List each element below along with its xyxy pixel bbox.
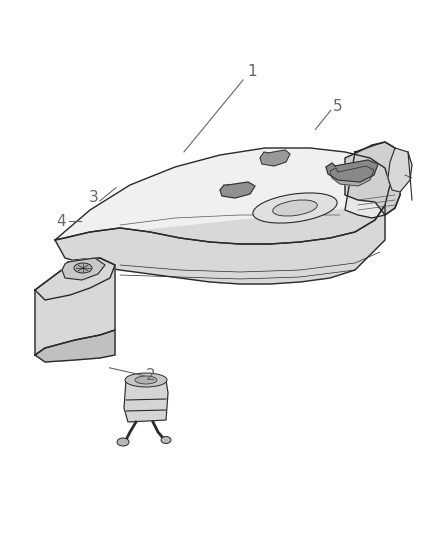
Polygon shape <box>124 380 168 422</box>
Polygon shape <box>220 182 255 198</box>
Polygon shape <box>345 142 402 218</box>
Polygon shape <box>326 160 378 182</box>
Polygon shape <box>62 258 105 280</box>
Ellipse shape <box>161 437 171 443</box>
Ellipse shape <box>273 200 317 216</box>
Text: 1: 1 <box>247 64 257 79</box>
Ellipse shape <box>117 438 129 446</box>
Ellipse shape <box>253 193 337 223</box>
Polygon shape <box>35 258 115 355</box>
Text: 5: 5 <box>332 99 342 114</box>
Polygon shape <box>35 330 115 362</box>
Polygon shape <box>260 150 290 166</box>
Polygon shape <box>345 142 402 215</box>
Polygon shape <box>35 258 115 300</box>
Text: 3: 3 <box>89 190 99 205</box>
Ellipse shape <box>135 376 157 384</box>
Text: 2: 2 <box>146 368 156 383</box>
Polygon shape <box>55 148 390 244</box>
Polygon shape <box>388 148 412 192</box>
Text: 4: 4 <box>57 214 66 229</box>
Polygon shape <box>55 205 385 244</box>
Ellipse shape <box>74 263 92 273</box>
Polygon shape <box>330 166 374 186</box>
Ellipse shape <box>125 373 167 387</box>
Polygon shape <box>55 205 385 284</box>
